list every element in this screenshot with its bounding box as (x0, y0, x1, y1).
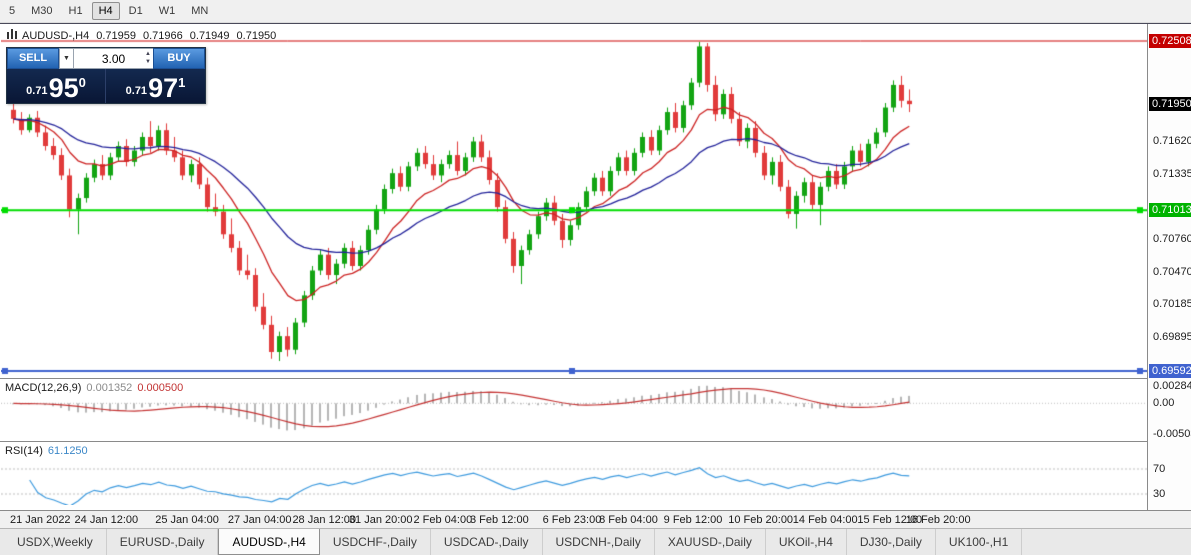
chart-tab-audusd-h4[interactable]: AUDUSD-,H4 (218, 529, 320, 555)
one-click-quotes: 0.71 95 0 0.71 97 1 (7, 69, 205, 103)
buy-price-prefix: 0.71 (125, 85, 148, 97)
price-badge-blue: 0.69592 (1149, 364, 1191, 378)
chart-tab-uk100-h1[interactable]: UK100-,H1 (936, 529, 1023, 555)
time-axis-label: 2 Feb 04:00 (413, 514, 473, 526)
volume-spinner[interactable]: ▲ ▼ (145, 50, 151, 66)
time-axis-label: 8 Feb 04:00 (599, 514, 658, 526)
rsi-label-row: RSI(14) 61.1250 (5, 445, 88, 457)
chart-window: AUDUSD-,H4 0.71959 0.71966 0.71949 0.719… (0, 23, 1191, 529)
time-axis-label: 14 Feb 04:00 (792, 514, 858, 526)
axis-label: 0.00 (1153, 397, 1175, 410)
ohlc-high: 0.71966 (143, 29, 183, 42)
ohlc-close: 0.71950 (236, 29, 277, 42)
panel-separator[interactable] (0, 378, 1191, 379)
axis-label: 0.71620 (1153, 135, 1191, 148)
chart-tab-usdchf-daily[interactable]: USDCHF-,Daily (320, 529, 431, 555)
time-axis-label: 25 Jan 04:00 (155, 514, 219, 526)
chart-tab-xauusd-daily[interactable]: XAUUSD-,Daily (655, 529, 766, 555)
ohlc-info-line: AUDUSD-,H4 0.71959 0.71966 0.71949 0.719… (7, 29, 276, 42)
spin-up-icon[interactable]: ▲ (145, 51, 151, 57)
ohlc-open: 0.71959 (96, 29, 136, 42)
time-axis-label: 21 Jan 2022 (10, 514, 71, 526)
time-axis-label: 16 Feb 20:00 (905, 514, 971, 526)
axis-label: 0.002841 (1153, 380, 1191, 392)
buy-quote[interactable]: 0.71 97 1 (106, 69, 205, 103)
time-axis-label: 10 Feb 20:00 (728, 514, 794, 526)
axis-label: 30 (1153, 488, 1166, 500)
timeframe-button-m30[interactable]: M30 (31, 5, 53, 17)
chart-tab-usdx-weekly[interactable]: USDX,Weekly (4, 529, 107, 555)
time-axis-label: 27 Jan 04:00 (227, 514, 292, 526)
time-axis-label: 6 Feb 23:00 (542, 514, 602, 526)
chart-tab-bar: USDX,Weekly EURUSD-,Daily AUDUSD-,H4 USDCHF… (0, 528, 1191, 555)
axis-label: 0.69895 (1153, 330, 1191, 343)
time-axis-label: 28 Jan 12:00 (292, 514, 357, 526)
time-axis[interactable]: 21 Jan 2022 24 Jan 12:00 25 Jan 04:00 27 Ja… (0, 510, 1191, 529)
volume-dropdown-button[interactable]: ▼ (59, 48, 74, 69)
chart-tab-ukoil-h4[interactable]: UKOil-,H4 (766, 529, 847, 555)
axis-label: 0.71335 (1153, 167, 1191, 180)
sell-price-pipette: 0 (78, 75, 86, 90)
time-axis-label: 3 Feb 12:00 (469, 514, 529, 526)
ohlc-low: 0.71949 (189, 29, 230, 42)
rsi-panel-canvas[interactable] (1, 443, 1147, 505)
macd-signal-value: 0.000500 (137, 382, 184, 394)
axis-label: 0.70470 (1153, 265, 1191, 278)
macd-label-row: MACD(12,26,9) 0.001352 0.000500 (5, 382, 183, 394)
time-axis-label: 24 Jan 12:00 (74, 514, 139, 526)
chart-icon (7, 29, 17, 42)
timeframe-button-mn[interactable]: MN (191, 5, 209, 17)
sell-button[interactable]: SELL (7, 48, 59, 69)
spin-down-icon[interactable]: ▼ (145, 59, 151, 65)
rsi-indicator-label: RSI(14) (5, 445, 43, 457)
volume-input[interactable]: 3.00 ▲ ▼ (74, 48, 153, 69)
chart-tab-dj30-daily[interactable]: DJ30-,Daily (847, 529, 936, 555)
macd-indicator-label: MACD(12,26,9) (5, 382, 82, 394)
chart-symbol-label: AUDUSD-,H4 (22, 29, 90, 42)
buy-button[interactable]: BUY (153, 48, 205, 69)
price-badge-black: 0.71950 (1149, 97, 1191, 112)
one-click-controls: SELL ▼ 3.00 ▲ ▼ BUY (7, 48, 205, 69)
chart-tab-usdcnh-daily[interactable]: USDCNH-,Daily (543, 529, 655, 555)
axis-label: -0.00503 (1153, 428, 1191, 440)
buy-price-big: 97 (148, 73, 179, 103)
axis-label: 70 (1153, 463, 1166, 475)
chart-tab-usdcad-daily[interactable]: USDCAD-,Daily (431, 529, 543, 555)
price-badge-green: 0.71013 (1149, 203, 1191, 218)
volume-value: 3.00 (101, 51, 126, 66)
one-click-trading-widget: SELL ▼ 3.00 ▲ ▼ BUY 0.71 95 0 0.71 97 1 (6, 47, 206, 104)
axis-label: 0.70185 (1153, 297, 1191, 310)
price-scale[interactable]: 0.72508 0.71950 0.71620 0.71335 0.71013 0.707… (1147, 24, 1191, 510)
price-badge-red: 0.72508 (1149, 34, 1191, 48)
sell-price-big: 95 (48, 73, 79, 103)
timeframe-button-h4[interactable]: H4 (91, 2, 120, 20)
axis-label: 0.70760 (1153, 232, 1191, 245)
timeframe-button-w1[interactable]: W1 (158, 5, 176, 17)
rsi-value: 61.1250 (47, 445, 88, 457)
macd-panel-canvas[interactable] (1, 380, 1147, 438)
time-axis-label: 9 Feb 12:00 (663, 514, 723, 526)
timeframe-toolbar: 5 M30 H1 H4 D1 W1 MN (0, 0, 1191, 23)
timeframe-button-5[interactable]: 5 (9, 5, 16, 17)
sell-quote[interactable]: 0.71 95 0 (7, 69, 106, 103)
chart-tab-eurusd-daily[interactable]: EURUSD-,Daily (107, 529, 219, 555)
time-axis-label: 31 Jan 20:00 (348, 514, 413, 526)
panel-separator[interactable] (0, 441, 1191, 442)
timeframe-button-h1[interactable]: H1 (68, 5, 83, 17)
buy-price-pipette: 1 (178, 75, 186, 90)
macd-main-value: 0.001352 (86, 382, 133, 394)
timeframe-button-d1[interactable]: D1 (128, 5, 143, 17)
time-axis-label: 15 Feb 12:00 (857, 514, 923, 526)
sell-price-prefix: 0.71 (26, 85, 48, 97)
